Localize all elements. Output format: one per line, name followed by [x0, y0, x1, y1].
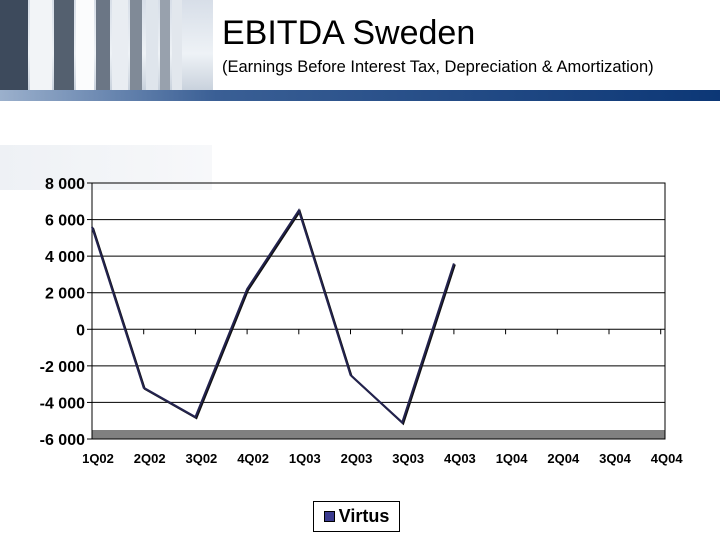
legend-label: Virtus	[338, 506, 390, 526]
photo-column	[130, 0, 142, 90]
series-line-shadow	[92, 209, 456, 426]
y-tick-label: 6 000	[45, 213, 85, 230]
x-tick-label: 2Q04	[547, 451, 580, 466]
x-tick-label: 4Q03	[444, 451, 476, 466]
y-tick-label: 0	[76, 322, 85, 339]
y-tick-label: -4 000	[40, 395, 85, 412]
y-tick-label: 4 000	[45, 249, 85, 266]
x-tick-label: 1Q03	[289, 451, 321, 466]
photo-column	[172, 0, 182, 90]
photo-column	[30, 0, 52, 90]
x-tick-label: 1Q04	[496, 451, 529, 466]
legend: Virtus	[313, 501, 400, 532]
x-tick-label: 2Q02	[134, 451, 166, 466]
legend-swatch	[323, 511, 335, 522]
x-tick-label: 3Q03	[392, 451, 424, 466]
x-tick-label: 4Q02	[237, 451, 269, 466]
page-title: EBITDA Sweden	[222, 14, 476, 52]
x-tick-label: 3Q04	[599, 451, 632, 466]
photo-column	[54, 0, 74, 90]
photo-column	[112, 0, 128, 90]
y-tick-label: 8 000	[45, 176, 85, 193]
gridlines	[92, 182, 665, 440]
y-tick-label: -2 000	[40, 359, 85, 376]
photo-column	[146, 0, 158, 90]
x-tick-label: 3Q02	[185, 451, 217, 466]
x-tick-label: 4Q04	[651, 451, 684, 466]
x-axis: 1Q02 2Q02 3Q02 4Q02 1Q03 2Q03 3Q03 4Q03 1Q04 2Q04…	[82, 329, 683, 466]
x-tick-label: 2Q03	[341, 451, 373, 466]
photo-column	[0, 0, 28, 90]
plot-floor	[92, 430, 665, 439]
x-tick-label: 1Q02	[82, 451, 114, 466]
header-bar	[0, 90, 720, 101]
y-tick-label: -6 000	[40, 432, 85, 449]
photo-column	[96, 0, 110, 90]
page-subtitle: (Earnings Before Interest Tax, Depreciat…	[222, 58, 654, 76]
y-tick-label: 2 000	[45, 286, 85, 303]
photo-column	[76, 0, 94, 90]
header-building-photo	[0, 0, 213, 90]
photo-column	[160, 0, 170, 90]
y-axis: 8 000 6 000 4 000 2 000 0 -2 000 -4 000 -6 000	[40, 176, 92, 449]
series-line-virtus	[91, 208, 455, 425]
